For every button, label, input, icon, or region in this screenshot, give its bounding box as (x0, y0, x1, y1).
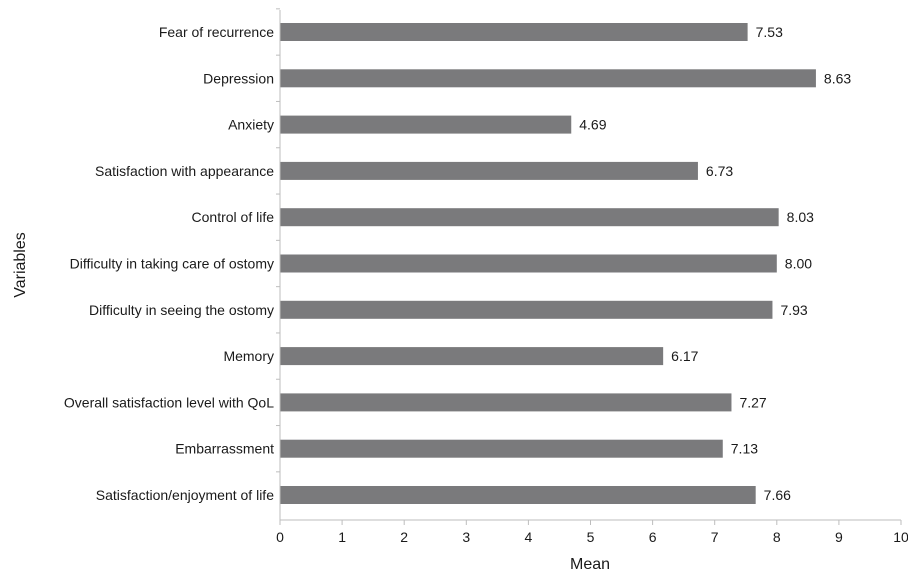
x-tick-label: 3 (462, 529, 470, 545)
value-label: 4.69 (579, 117, 606, 133)
bar (280, 393, 732, 412)
bar (280, 23, 748, 41)
value-label: 7.13 (731, 441, 758, 457)
category-label: Depression (203, 70, 274, 86)
x-tick-label: 2 (400, 529, 408, 545)
bar (280, 300, 773, 319)
category-label: Difficulty in seeing the ostomy (89, 302, 274, 318)
category-label: Control of life (192, 209, 275, 225)
category-label: Overall satisfaction level with QoL (64, 394, 274, 410)
x-tick-label: 6 (649, 529, 657, 545)
category-label: Anxiety (228, 117, 274, 133)
value-label: 6.73 (706, 163, 733, 179)
category-label: Satisfaction/enjoyment of life (96, 487, 274, 503)
x-axis-title: Mean (570, 556, 610, 573)
x-tick-label: 7 (711, 529, 719, 545)
category-label: Satisfaction with appearance (95, 163, 274, 179)
y-axis-title: Variables (12, 232, 29, 298)
x-tick-label: 4 (525, 529, 533, 545)
category-label: Memory (223, 348, 274, 364)
category-label: Fear of recurrence (159, 24, 274, 40)
value-label: 7.53 (756, 24, 783, 40)
bar (280, 161, 698, 180)
axes-layer: Fear of recurrence 7.53 Depression 8.63 Anxi… (64, 8, 908, 545)
x-tick-label: 5 (587, 529, 595, 545)
value-label: 7.27 (739, 394, 766, 410)
bar (280, 69, 816, 88)
x-tick-label: 1 (338, 529, 346, 545)
x-tick-label: 9 (835, 529, 843, 545)
bar (280, 439, 723, 458)
value-label: 8.00 (785, 256, 812, 272)
value-label: 6.17 (671, 348, 698, 364)
bar (280, 208, 779, 227)
value-label: 7.93 (780, 302, 807, 318)
value-label: 8.03 (787, 209, 814, 225)
x-tick-label: 8 (773, 529, 781, 545)
bar (280, 115, 572, 134)
value-label: 8.63 (824, 70, 851, 86)
bar (280, 486, 756, 504)
bar (280, 254, 777, 273)
category-label: Embarrassment (175, 441, 274, 457)
x-tick-label: 0 (276, 529, 284, 545)
x-tick-label: 10 (893, 529, 908, 545)
bars-layer (280, 23, 816, 504)
category-label: Difficulty in taking care of ostomy (70, 256, 274, 272)
value-label: 7.66 (764, 487, 791, 503)
bar (280, 347, 664, 366)
